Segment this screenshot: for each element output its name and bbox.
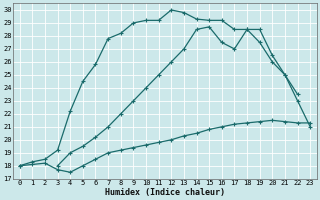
X-axis label: Humidex (Indice chaleur): Humidex (Indice chaleur): [105, 188, 225, 197]
